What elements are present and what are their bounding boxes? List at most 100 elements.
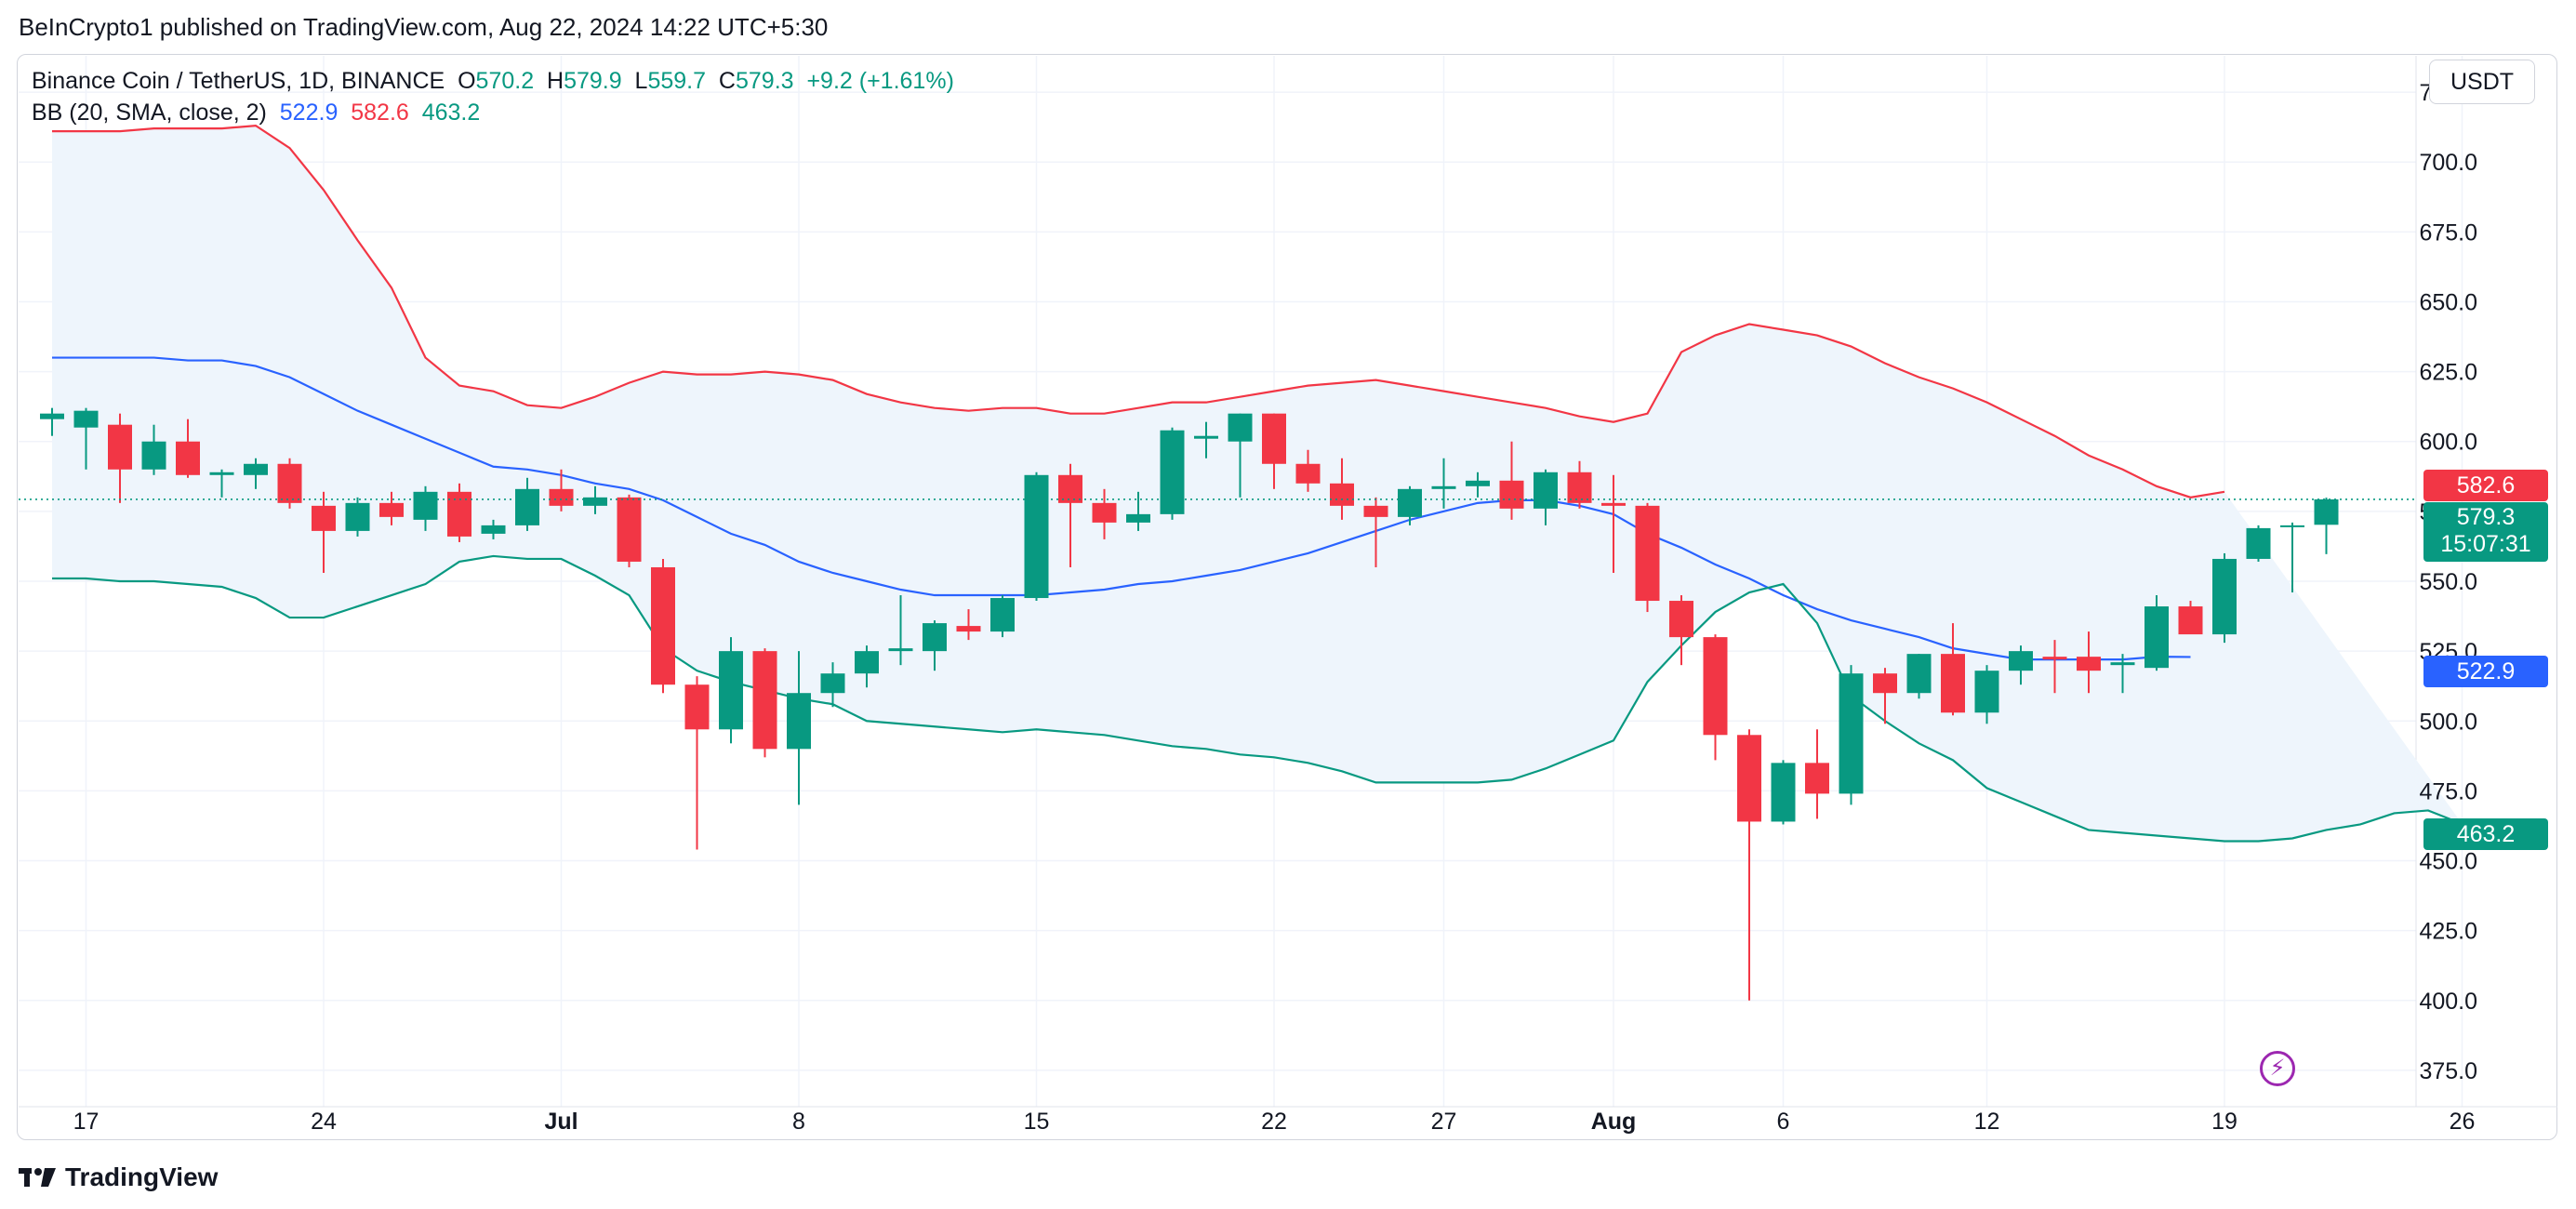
candle-body — [1363, 505, 1388, 517]
candle-body — [447, 491, 471, 537]
candle — [73, 407, 99, 470]
chart-frame — [17, 54, 2557, 1140]
candle-body — [1295, 463, 1321, 484]
price-tick-label: 700.0 — [2419, 150, 2477, 176]
candle-body — [108, 424, 132, 470]
candle-body — [651, 566, 675, 685]
price-axis: 375.0400.0425.0450.0475.0500.0525.0550.0… — [2419, 80, 2477, 1084]
bollinger-band — [52, 125, 2463, 843]
candle-body — [141, 441, 166, 470]
candle — [1703, 634, 1728, 761]
candle-body — [40, 413, 64, 419]
candle — [2246, 525, 2271, 562]
flash-icon[interactable]: ⚡ — [2260, 1051, 2295, 1086]
time-tick-label: 26 — [2450, 1109, 2476, 1135]
candle-body — [1737, 735, 1761, 822]
price-tick-label: 375.0 — [2419, 1058, 2477, 1084]
currency-selector[interactable]: USDT — [2429, 60, 2535, 104]
candle — [651, 558, 675, 694]
candle — [923, 620, 947, 671]
candle — [1228, 413, 1253, 498]
mid-band-tag: 522.9 — [2423, 656, 2548, 687]
candle — [345, 497, 370, 537]
upper-band-tag: 582.6 — [2423, 470, 2548, 501]
time-tick-label: Jul — [544, 1109, 578, 1135]
candle-body — [2009, 651, 2033, 671]
candle-body — [923, 623, 947, 652]
bb-indicator-label[interactable]: BB (20, SMA, close, 2) — [32, 100, 267, 126]
candle-body — [209, 472, 234, 475]
time-tick-label: 27 — [1431, 1109, 1457, 1135]
candle — [1805, 729, 1829, 819]
publisher-line: BeInCrypto1 published on TradingView.com… — [19, 13, 829, 41]
price-tick-label: 500.0 — [2419, 709, 2477, 735]
candle-body — [719, 651, 743, 730]
candle-body — [1092, 502, 1117, 523]
price-tick-label: 475.0 — [2419, 778, 2477, 804]
candle-body — [990, 598, 1015, 632]
candle — [312, 491, 336, 573]
bb-lower-line — [52, 554, 2463, 843]
open-label: O — [458, 68, 476, 94]
candle-body — [413, 491, 438, 520]
candle — [515, 477, 539, 531]
candle-body — [1431, 485, 1456, 489]
candle-body — [481, 525, 506, 534]
candle — [1398, 485, 1422, 525]
candle-body — [1499, 480, 1524, 509]
candle — [379, 491, 404, 525]
candle-body — [1771, 763, 1796, 822]
candle-body — [2212, 558, 2237, 635]
candle-body — [515, 488, 539, 525]
candle-body — [1601, 502, 1626, 506]
candle — [1601, 474, 1626, 573]
candle-body — [244, 463, 268, 475]
candle-body — [2314, 498, 2339, 525]
candle-body — [1805, 763, 1829, 794]
candle-body — [1906, 654, 1932, 694]
candle — [2144, 595, 2169, 671]
candle — [956, 609, 981, 641]
candle — [244, 458, 268, 489]
candle — [2212, 552, 2237, 644]
high-value: 579.9 — [564, 68, 622, 94]
candle-body — [1058, 474, 1082, 503]
candle — [855, 645, 879, 688]
candle — [1431, 458, 1456, 509]
close-value: 579.3 — [735, 68, 794, 94]
candle — [1974, 665, 1999, 724]
candle-body — [73, 410, 99, 428]
symbol-title[interactable]: Binance Coin / TetherUS, 1D, BINANCE — [32, 68, 445, 94]
bb-upper-line — [52, 125, 2225, 498]
candle-body — [684, 684, 710, 730]
close-label: C — [718, 68, 736, 94]
candle — [209, 469, 234, 498]
candle — [617, 494, 642, 567]
candle-body — [583, 497, 607, 506]
bb-lower-value: 463.2 — [421, 100, 481, 126]
candle-body — [1669, 601, 1693, 638]
candle-body — [345, 502, 370, 531]
candle-body — [277, 463, 302, 503]
candle-body — [1160, 430, 1185, 514]
candle — [1126, 491, 1150, 531]
candle — [1635, 502, 1660, 613]
bb-mid-value: 522.9 — [279, 100, 339, 126]
time-tick-label: 17 — [73, 1109, 100, 1135]
lower-band-tag: 463.2 — [2423, 818, 2548, 850]
tradingview-brand[interactable]: TradingView — [19, 1162, 218, 1192]
candle — [1499, 441, 1524, 520]
candle-body — [752, 651, 777, 750]
candle-body — [1534, 472, 1558, 509]
price-tick-label: 675.0 — [2419, 219, 2477, 246]
bb-row: BB (20, SMA, close, 2) 522.9 582.6 463.2 — [32, 97, 954, 128]
time-tick-label: 22 — [1261, 1109, 1287, 1135]
candle — [549, 469, 574, 512]
candle — [2314, 498, 2339, 554]
time-tick-label: 6 — [1777, 1109, 1790, 1135]
time-tick-label: Aug — [1591, 1109, 1637, 1135]
band-fill — [52, 126, 2463, 842]
candle — [1669, 595, 1693, 666]
candle-body — [2144, 606, 2169, 669]
